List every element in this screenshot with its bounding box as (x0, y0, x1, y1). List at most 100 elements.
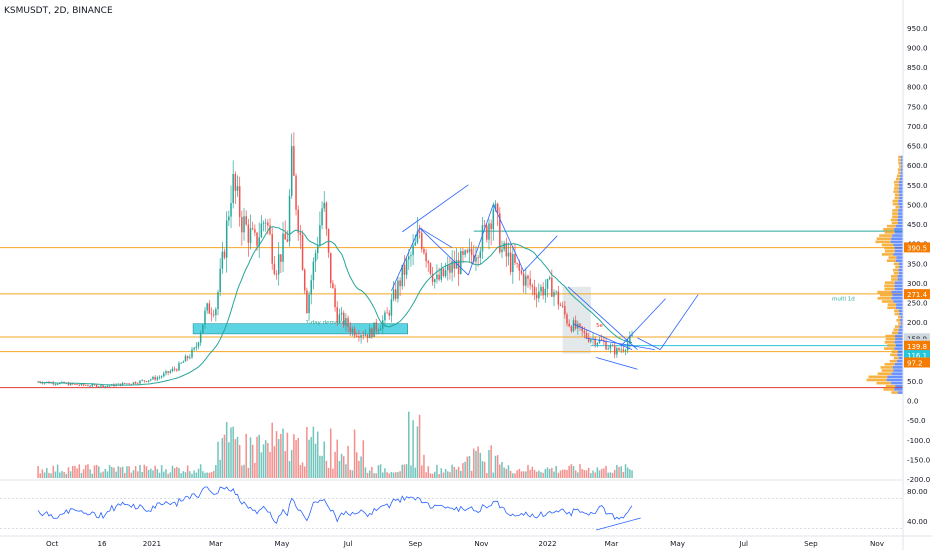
volume-bar (492, 472, 495, 478)
profile-bar-sell (890, 218, 898, 222)
volume-bar (368, 470, 371, 478)
candle-body (245, 216, 247, 225)
price-tick-label: 450.0 (907, 220, 928, 229)
volume-bar (421, 465, 423, 478)
profile-bar-buy (890, 240, 903, 244)
price-tick-label: 300.0 (907, 279, 928, 288)
volume-bar (39, 473, 42, 478)
candle-body (373, 322, 375, 338)
candle-body (267, 222, 269, 226)
profile-bar-buy (897, 350, 903, 354)
volume-bar (186, 465, 189, 478)
candle-body (551, 277, 553, 297)
time-tick-label: 16 (97, 539, 107, 548)
profile-bar-sell (891, 221, 898, 225)
volume-bar (470, 470, 473, 478)
volume-bar (173, 468, 176, 478)
profile-bar-sell (877, 372, 892, 376)
volume-bar (535, 471, 538, 478)
candle-body (280, 254, 282, 262)
candle-body (316, 245, 319, 254)
candle-body (102, 385, 104, 388)
candle-body (470, 248, 473, 255)
candle-body (494, 203, 497, 210)
candle-body (282, 233, 284, 262)
volume-bar (332, 468, 334, 478)
candle-body (555, 291, 557, 293)
candle-body (436, 274, 438, 280)
volume-bar (191, 473, 193, 478)
volume-bar (512, 473, 514, 478)
volume-bar (219, 459, 221, 478)
candle-body (581, 326, 583, 332)
volume-bar (206, 472, 208, 478)
candle-body (447, 264, 449, 271)
volume-bar (414, 467, 417, 478)
candle-body (178, 363, 180, 371)
candle-body (501, 249, 503, 253)
candle-body (195, 346, 198, 348)
volume-bar (215, 464, 217, 478)
candle-body (212, 314, 215, 316)
candle-body (67, 383, 70, 386)
volume-bar (447, 471, 449, 478)
volume-bar (457, 466, 460, 478)
volume-bar (449, 472, 451, 478)
volume-bar (264, 440, 267, 478)
horizontal-levels-layer (0, 230, 903, 389)
profile-bar-buy (893, 253, 903, 256)
volume-bar (553, 471, 555, 478)
volume-profile-layer (866, 155, 903, 394)
volume-bar (408, 411, 410, 478)
volume-bar (182, 471, 185, 478)
candle-body (152, 376, 154, 380)
profile-bar-sell (893, 328, 899, 332)
candle-body (544, 288, 547, 296)
volume-bar (600, 468, 603, 478)
volume-bar (258, 434, 260, 478)
candle-body (405, 259, 408, 275)
volume-bar (486, 473, 488, 478)
volume-bar (392, 472, 395, 478)
candle-body (206, 303, 208, 311)
volume-bar (496, 455, 499, 478)
volume-bar (260, 452, 263, 478)
trendline (596, 357, 638, 370)
profile-bar-buy (896, 303, 903, 306)
volume-bar (353, 429, 356, 478)
profile-bar-sell (885, 337, 896, 341)
volume-bar (334, 451, 336, 478)
candle-body (228, 216, 230, 221)
candle-body (587, 338, 590, 342)
volume-bar (609, 472, 612, 478)
volume-bar (514, 473, 516, 478)
volume-bar (321, 455, 323, 478)
price-marker-box (904, 357, 930, 368)
candle-body (386, 312, 388, 314)
profile-bar-buy (894, 249, 903, 253)
rsi-tick-label: 80.00 (907, 487, 928, 496)
profile-bar-buy (892, 366, 903, 369)
volume-bar (195, 472, 198, 478)
rsi-layer (0, 486, 903, 531)
profile-bar-sell (879, 234, 893, 237)
profile-bar-sell (877, 290, 892, 294)
volume-bar (115, 471, 117, 478)
demand-zone (192, 323, 408, 335)
candle-body (340, 312, 343, 315)
volume-bar (527, 464, 529, 478)
candle-body (171, 368, 174, 372)
volume-bar (618, 466, 620, 478)
volume-bar (251, 444, 254, 478)
volume-bar (202, 471, 204, 478)
candle-body (197, 342, 200, 347)
volume-bar (56, 464, 59, 478)
price-tick-label: 200.0 (907, 318, 928, 327)
candle-body (525, 275, 527, 286)
candle-body (119, 383, 122, 386)
volume-bar (65, 473, 68, 478)
profile-bar-buy (892, 234, 903, 237)
volume-bar (128, 466, 130, 478)
